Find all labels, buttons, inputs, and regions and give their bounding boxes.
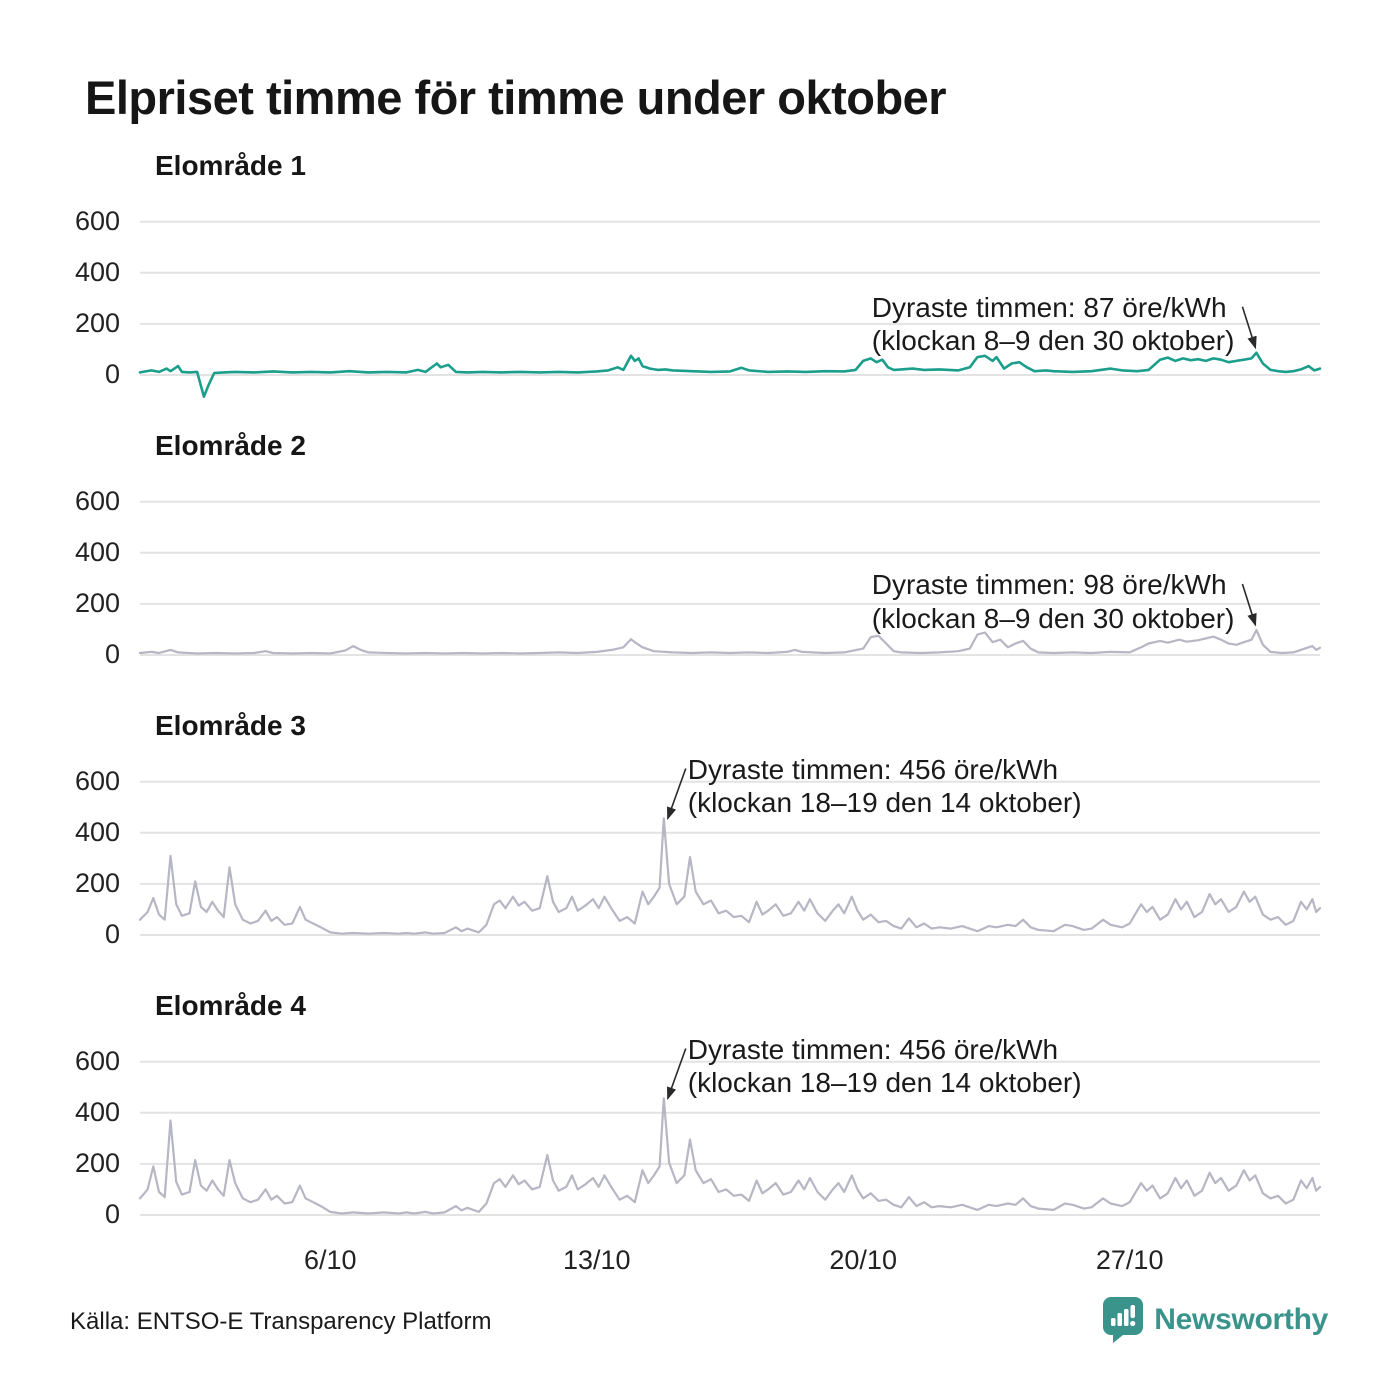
panel-title: Elområde 4 [155, 990, 306, 1021]
panel-title: Elområde 2 [155, 430, 306, 461]
y-axis-label: 600 [74, 485, 120, 516]
y-axis-label: 400 [74, 256, 120, 287]
panel-title: Elområde 3 [155, 710, 306, 741]
page-title: Elpriset timme för timme under oktober [85, 71, 947, 124]
annotation-arrow-icon [667, 1048, 687, 1100]
y-axis-label: 200 [74, 867, 120, 898]
peak-annotation-line1: Dyraste timmen: 87 öre/kWh [871, 291, 1227, 323]
plot-area [138, 1048, 1322, 1216]
x-axis-label: 6/10 [304, 1245, 357, 1275]
peak-annotation: Dyraste timmen: 98 öre/kWh (klockan 8–9 d… [872, 568, 1235, 635]
x-axis-label: 20/10 [829, 1245, 897, 1275]
y-axis-label: 0 [104, 639, 120, 669]
panel-title: Elområde 1 [155, 150, 306, 181]
y-axis-label: 600 [74, 1045, 120, 1076]
price-line [138, 1097, 1322, 1215]
peak-annotation-line1: Dyraste timmen: 98 öre/kWh [871, 568, 1227, 600]
peak-annotation-line2: (klockan 8–9 den 30 oktober) [871, 325, 1235, 357]
peak-annotation: Dyraste timmen: 456 öre/kWh (klockan 18–1… [688, 1033, 1082, 1100]
newsworthy-logo: Newsworthy [1102, 1296, 1328, 1343]
x-axis: 6/10 13/10 20/10 27/10 [140, 1245, 1320, 1285]
peak-annotation-line2: (klockan 18–19 den 14 oktober) [687, 787, 1082, 819]
y-axis-label: 600 [74, 205, 120, 236]
x-axis-label: 27/10 [1095, 1245, 1164, 1275]
y-axis-label: 0 [104, 359, 120, 389]
price-line [138, 351, 1322, 398]
y-axis-label: 400 [74, 816, 120, 847]
annotation-arrow-icon [1241, 583, 1257, 627]
plot-area [138, 220, 1322, 398]
peak-annotation-line1: Dyraste timmen: 456 öre/kWh [687, 1033, 1059, 1065]
peak-annotation: Dyraste timmen: 456 öre/kWh (klockan 18–1… [688, 753, 1082, 820]
y-axis-label: 400 [74, 1096, 120, 1127]
annotation-arrow-icon [1241, 306, 1257, 350]
y-axis-label: 400 [74, 536, 120, 567]
y-axis-label: 600 [74, 765, 120, 796]
panel-3: Elområde 3 600 400 200 0 Dyraste timmen: 456 … [0, 710, 1400, 988]
annotation-arrow-icon [667, 768, 687, 820]
peak-annotation: Dyraste timmen: 87 öre/kWh (klockan 8–9 d… [872, 291, 1235, 358]
peak-annotation-line2: (klockan 8–9 den 30 oktober) [871, 602, 1235, 634]
peak-annotation-line1: Dyraste timmen: 456 öre/kWh [687, 753, 1059, 785]
source-note: Källa: ENTSO-E Transparency Platform [70, 1308, 492, 1335]
newsworthy-wordmark: Newsworthy [1154, 1302, 1328, 1336]
y-axis-label: 0 [104, 919, 120, 949]
peak-annotation-line2: (klockan 18–19 den 14 oktober) [687, 1067, 1082, 1099]
price-line [138, 628, 1322, 655]
panel-4: Elområde 4 600 400 200 0 Dyraste timmen: 456 … [0, 990, 1400, 1268]
plot-area [138, 768, 1322, 936]
y-axis-label: 200 [74, 1147, 120, 1178]
x-axis-label: 13/10 [563, 1245, 631, 1275]
y-axis-label: 200 [74, 587, 120, 618]
newsworthy-logo-icon [1103, 1297, 1144, 1343]
y-axis-label: 200 [74, 307, 120, 338]
panel-1: Elområde 1 600 400 200 0 Dyraste timmen: 87 ö… [0, 150, 1400, 428]
price-line [138, 817, 1322, 935]
y-axis-label: 0 [104, 1199, 120, 1229]
panel-2: Elområde 2 600 400 200 0 Dyraste timmen: 98 ö… [0, 430, 1400, 708]
plot-area [138, 500, 1322, 656]
